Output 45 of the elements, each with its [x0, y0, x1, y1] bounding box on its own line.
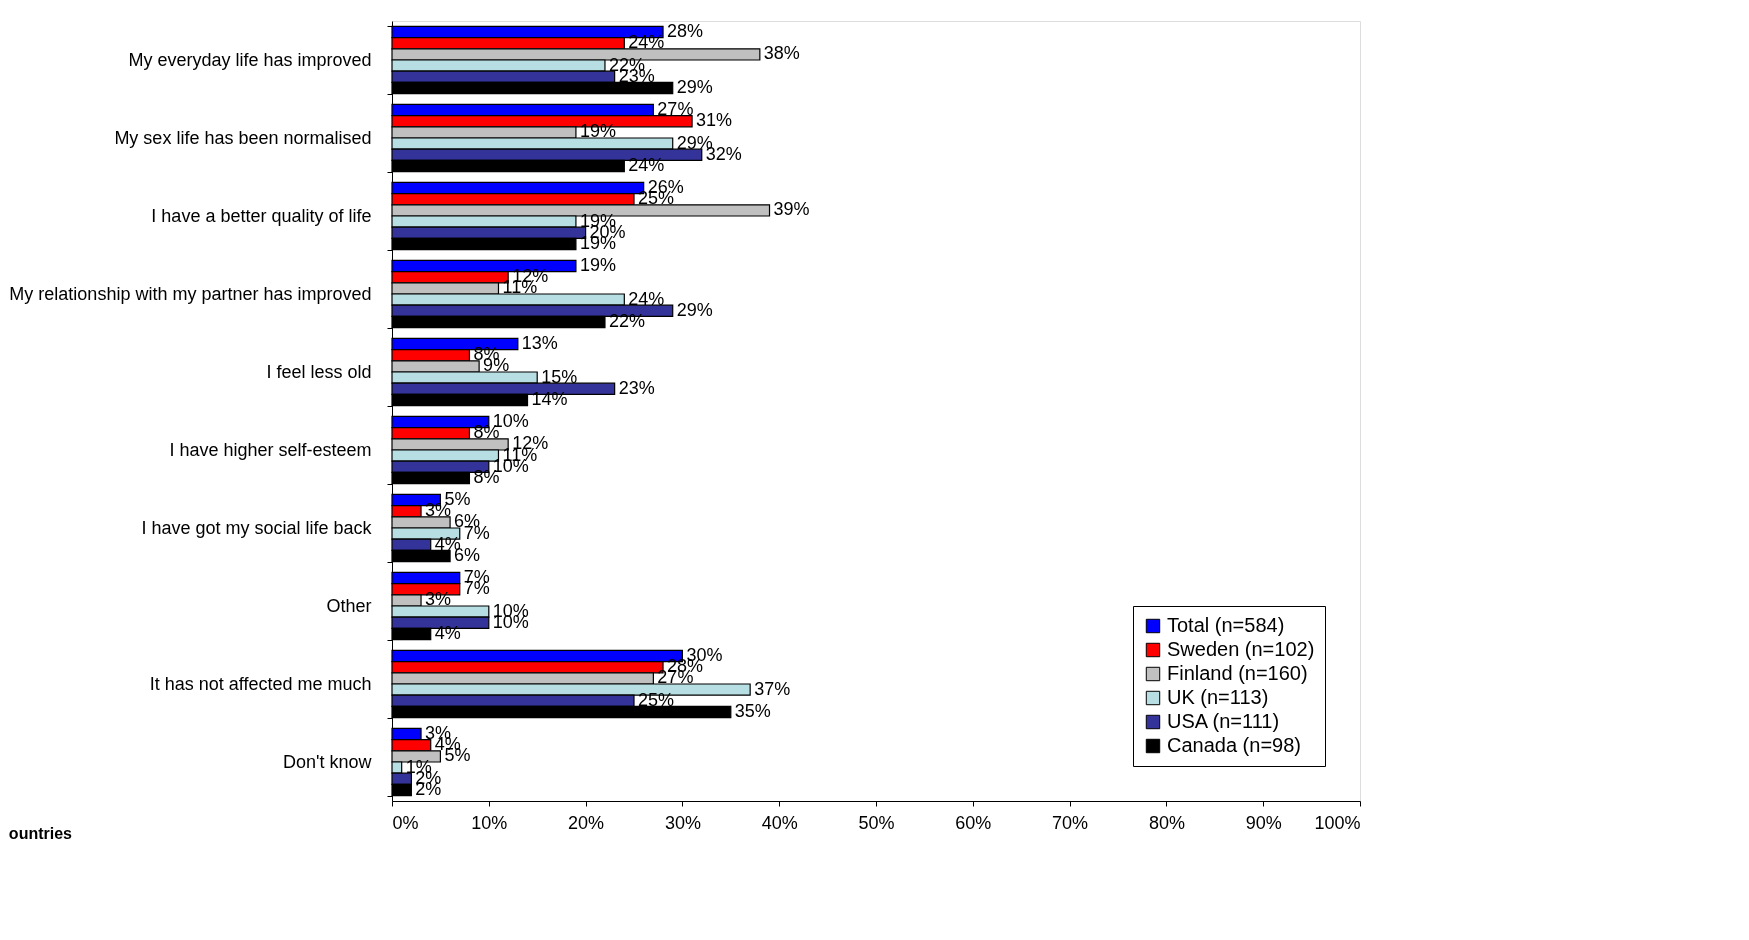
x-tick-label: 20%: [568, 812, 605, 833]
legend-label: Sweden (n=102): [1167, 638, 1315, 660]
x-tick-label: 30%: [664, 812, 701, 833]
data-label: 39%: [773, 199, 810, 220]
y-tick-label: It has not affected me much: [149, 673, 372, 694]
y-tick-label: My relationship with my partner has improved: [9, 283, 372, 304]
y-tick-label: I have a better quality of life: [151, 205, 372, 226]
x-tick-label: 60%: [955, 812, 992, 833]
y-tick-label: My everyday life has improved: [128, 49, 372, 70]
x-tick-label: 0%: [392, 812, 419, 833]
data-label: 29%: [676, 76, 713, 97]
data-label: 23%: [618, 377, 655, 398]
legend-label: USA (n=111): [1167, 710, 1280, 732]
data-label: 37%: [754, 678, 791, 699]
data-label: 28%: [667, 21, 704, 42]
data-label: 24%: [628, 288, 665, 309]
y-tick-label: Don't know: [283, 751, 373, 772]
x-tick-label: 50%: [858, 812, 895, 833]
legend-label: Canada (n=98): [1167, 734, 1301, 756]
x-tick-label: 70%: [1052, 812, 1089, 833]
y-tick-label: I feel less old: [266, 361, 372, 382]
data-label: 31%: [696, 110, 733, 131]
data-label: 19%: [579, 121, 616, 142]
text: ountries: [8, 825, 73, 842]
y-tick-label: My sex life has been normalised: [114, 127, 372, 148]
data-label: 27%: [657, 99, 694, 120]
legend-label: Total (n=584): [1167, 614, 1285, 636]
x-tick-label: 40%: [761, 812, 798, 833]
y-tick-label: I have higher self-esteem: [169, 439, 372, 460]
data-label: 15%: [541, 366, 578, 387]
x-tick-label: 10%: [471, 812, 508, 833]
x-tick-label: 100%: [1314, 812, 1361, 833]
data-label: 19%: [579, 255, 616, 276]
y-tick-label: I have got my social life back: [141, 517, 373, 538]
legend-label: UK (n=113): [1167, 686, 1269, 708]
data-label: 25%: [638, 689, 675, 710]
data-label: 29%: [676, 299, 713, 320]
data-label: 35%: [734, 700, 771, 721]
legend-label: Finland (n=160): [1167, 662, 1308, 684]
data-label: 3%: [425, 589, 452, 610]
x-tick-label: 80%: [1148, 812, 1185, 833]
data-label: 38%: [763, 43, 800, 64]
y-tick-label: Other: [326, 595, 372, 616]
x-tick-label: 90%: [1245, 812, 1282, 833]
data-label: 13%: [521, 333, 558, 354]
